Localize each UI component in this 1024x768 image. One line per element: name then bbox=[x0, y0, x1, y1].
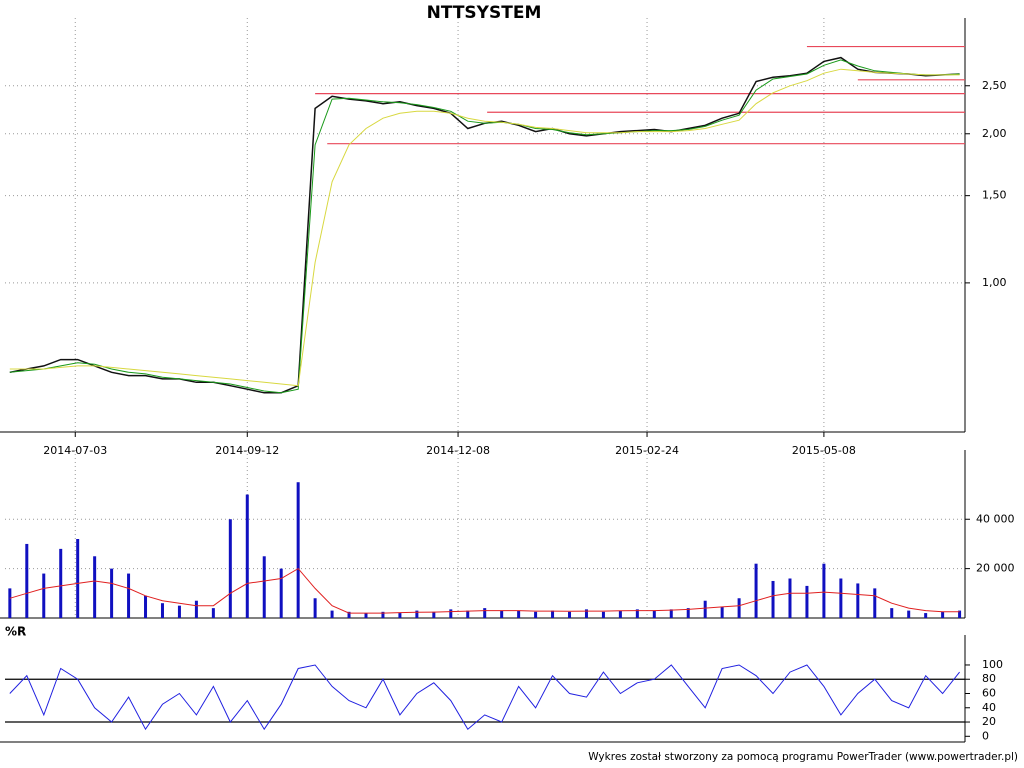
volume-bar bbox=[76, 539, 80, 618]
volume-bar bbox=[313, 598, 317, 618]
volume-bar bbox=[160, 603, 164, 618]
volume-bar bbox=[941, 611, 945, 618]
volume-bar bbox=[144, 595, 148, 618]
volume-bar bbox=[534, 611, 538, 618]
volume-bar bbox=[771, 580, 775, 618]
y-tick-label: 40 000 bbox=[976, 512, 1015, 525]
volume-bar bbox=[737, 598, 741, 618]
volume-bar bbox=[59, 548, 63, 618]
panel-title: %R bbox=[5, 625, 26, 639]
volume-bar bbox=[296, 482, 300, 618]
series-line bbox=[9, 59, 960, 394]
volume-bar bbox=[364, 613, 368, 618]
volume-bar bbox=[432, 611, 436, 618]
volume-bar bbox=[635, 609, 639, 618]
footer: Wykres został stworzony za pomocą progra… bbox=[588, 751, 1018, 763]
volume-bar bbox=[720, 606, 724, 618]
volume-bar bbox=[788, 578, 792, 618]
volume-bar bbox=[907, 610, 911, 618]
volume-bar bbox=[568, 611, 572, 618]
volume-bar bbox=[754, 563, 758, 618]
series-line bbox=[9, 68, 960, 387]
volume-bar bbox=[194, 600, 198, 618]
volume-bar bbox=[822, 563, 826, 618]
volume-bar bbox=[584, 609, 588, 618]
chart-title: NTTSYSTEM bbox=[427, 3, 542, 23]
volume-bar bbox=[110, 568, 114, 618]
y-tick-label: 0 bbox=[982, 729, 989, 742]
volume-bar bbox=[228, 519, 232, 618]
y-tick-label: 40 bbox=[982, 701, 996, 714]
volume-bar bbox=[177, 605, 181, 618]
volume-bar bbox=[398, 613, 402, 618]
volume-bar bbox=[551, 610, 555, 618]
volume-bar bbox=[449, 609, 453, 618]
y-tick-label: 2,50 bbox=[982, 79, 1007, 92]
series-line bbox=[9, 664, 960, 731]
volume-bar bbox=[601, 611, 605, 618]
y-tick-label: 80 bbox=[982, 672, 996, 685]
volume-bar bbox=[856, 583, 860, 618]
volume-bar bbox=[924, 613, 928, 618]
volume-bar bbox=[703, 600, 707, 618]
volume-bar bbox=[669, 609, 673, 618]
volume-bar bbox=[25, 543, 29, 618]
volume-bar bbox=[93, 556, 97, 618]
y-tick-label: 2,00 bbox=[982, 127, 1007, 140]
volume-bar bbox=[127, 573, 131, 618]
y-tick-label: 1,00 bbox=[982, 276, 1007, 289]
y-tick-label: 1,50 bbox=[982, 189, 1007, 202]
volume-bar bbox=[466, 610, 470, 618]
volume-bar bbox=[686, 608, 690, 618]
volume-bar bbox=[618, 610, 622, 618]
volume-bar bbox=[347, 611, 351, 618]
y-tick-label: 20 000 bbox=[976, 562, 1015, 575]
volume-bar bbox=[42, 573, 46, 618]
volume-bar bbox=[245, 494, 249, 618]
volume-bar bbox=[500, 610, 504, 618]
volume-bar bbox=[330, 610, 334, 618]
volume-bar bbox=[8, 588, 12, 618]
volume-bar bbox=[279, 568, 283, 618]
volume-bar bbox=[890, 608, 894, 618]
y-tick-label: 60 bbox=[982, 687, 996, 700]
series-line bbox=[9, 567, 960, 614]
volume-bar bbox=[262, 556, 266, 618]
volume-bar bbox=[211, 608, 215, 618]
volume-bar bbox=[381, 611, 385, 618]
volume-bar bbox=[873, 588, 877, 618]
volume-bar bbox=[517, 610, 521, 618]
volume-bar bbox=[839, 578, 843, 618]
volume-bar bbox=[805, 585, 809, 618]
volume-bar bbox=[483, 608, 487, 618]
volume-bar bbox=[958, 610, 962, 618]
volume-bar bbox=[415, 610, 419, 618]
y-tick-label: 20 bbox=[982, 715, 996, 728]
volume-bar bbox=[652, 610, 656, 618]
y-tick-label: 100 bbox=[982, 658, 1003, 671]
